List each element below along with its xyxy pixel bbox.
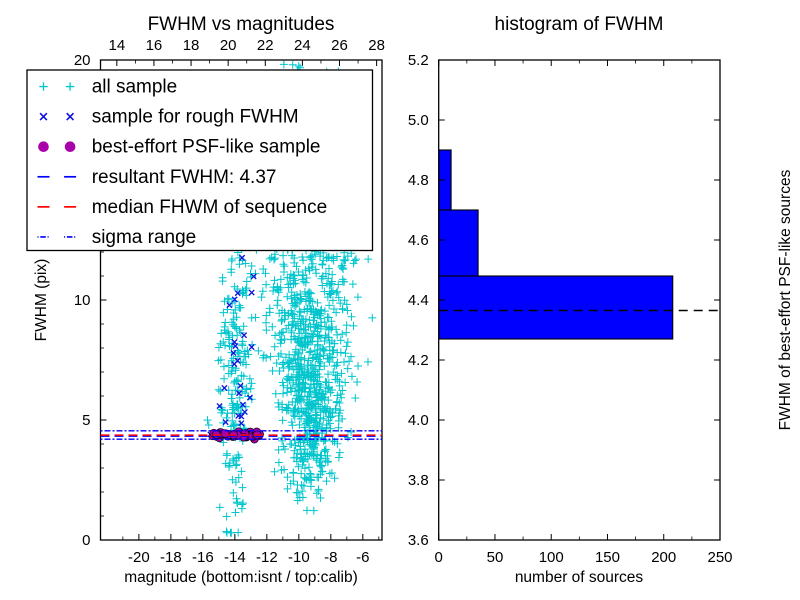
svg-text:histogram of FWHM: histogram of FWHM (495, 14, 664, 35)
svg-text:0: 0 (82, 532, 90, 549)
svg-text:-10: -10 (288, 549, 310, 566)
svg-text:3.8: 3.8 (408, 472, 429, 489)
svg-text:FWHM vs magnitudes: FWHM vs magnitudes (148, 14, 335, 35)
svg-text:-16: -16 (192, 549, 214, 566)
svg-text:5.0: 5.0 (408, 112, 429, 129)
svg-text:all sample: all sample (92, 77, 178, 98)
svg-text:-6: -6 (356, 549, 369, 566)
svg-text:median FHWM of sequence: median FHWM of sequence (92, 197, 328, 218)
svg-text:100: 100 (539, 549, 564, 566)
svg-text:50: 50 (487, 549, 504, 566)
svg-text:22: 22 (257, 37, 274, 54)
svg-text:-20: -20 (128, 549, 150, 566)
svg-text:18: 18 (183, 37, 200, 54)
svg-text:sample for rough FWHM: sample for rough FWHM (92, 107, 299, 128)
svg-text:5.2: 5.2 (408, 52, 429, 69)
svg-text:-12: -12 (256, 549, 278, 566)
svg-text:5: 5 (82, 412, 90, 429)
svg-text:150: 150 (595, 549, 620, 566)
svg-text:resultant FWHM: 4.37: resultant FWHM: 4.37 (92, 167, 277, 188)
svg-text:sigma range: sigma range (92, 227, 197, 248)
svg-text:best-effort PSF-like sample: best-effort PSF-like sample (92, 137, 321, 158)
svg-text:4.2: 4.2 (408, 352, 429, 369)
svg-text:26: 26 (331, 37, 348, 54)
svg-text:FWHM (pix): FWHM (pix) (33, 259, 50, 342)
svg-text:4.6: 4.6 (408, 232, 429, 249)
svg-text:-14: -14 (224, 549, 246, 566)
svg-text:28: 28 (368, 37, 385, 54)
svg-text:14: 14 (108, 37, 125, 54)
svg-text:magnitude (bottom:isnt / top:c: magnitude (bottom:isnt / top:calib) (124, 569, 357, 586)
svg-text:24: 24 (294, 37, 311, 54)
svg-text:FWHM of best-effort PSF-like s: FWHM of best-effort PSF-like sources (777, 169, 794, 430)
svg-text:0: 0 (435, 549, 443, 566)
svg-text:-18: -18 (160, 549, 182, 566)
svg-text:4.8: 4.8 (408, 172, 429, 189)
svg-text:number of sources: number of sources (515, 569, 644, 586)
svg-text:-8: -8 (324, 549, 337, 566)
svg-text:250: 250 (707, 549, 732, 566)
svg-text:20: 20 (74, 52, 91, 69)
svg-text:200: 200 (651, 549, 676, 566)
svg-text:4.0: 4.0 (408, 412, 429, 429)
svg-text:20: 20 (220, 37, 237, 54)
svg-text:16: 16 (146, 37, 163, 54)
svg-text:4.4: 4.4 (408, 292, 429, 309)
svg-text:3.6: 3.6 (408, 532, 429, 549)
svg-text:10: 10 (74, 292, 91, 309)
